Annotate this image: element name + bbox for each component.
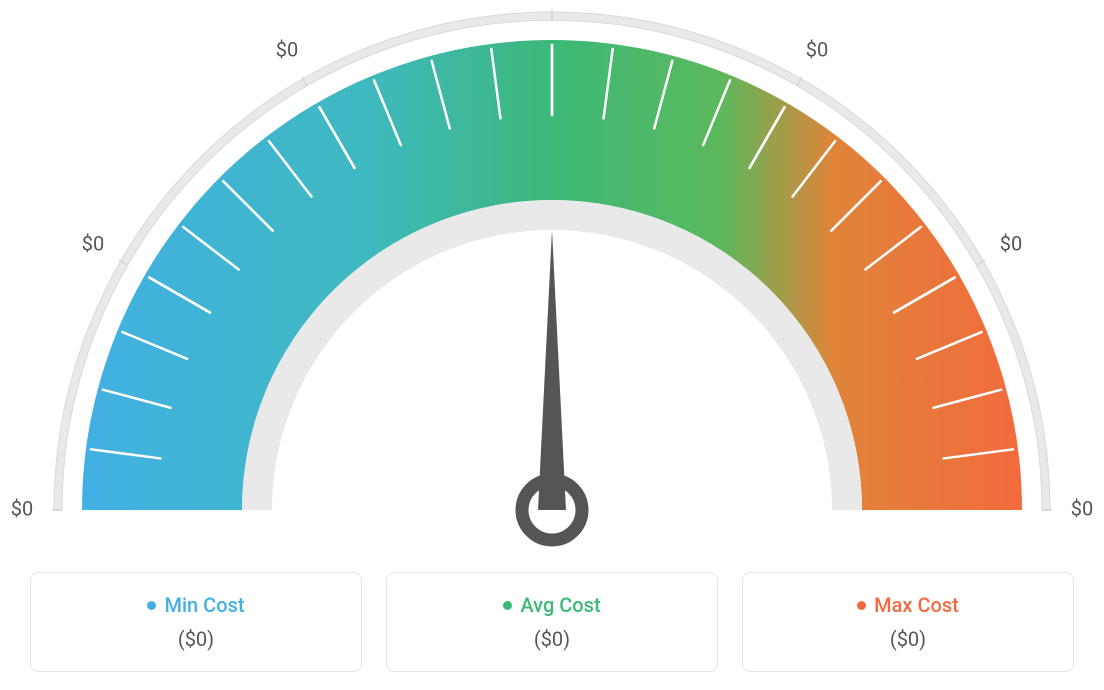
svg-text:$0: $0: [276, 37, 298, 61]
svg-text:$0: $0: [11, 496, 33, 520]
legend-dot-avg: [503, 601, 512, 610]
legend-label-min: Min Cost: [164, 593, 244, 617]
legend-title-avg: Avg Cost: [503, 593, 600, 617]
legend-dot-max: [857, 601, 866, 610]
gauge-chart: $0$0$0$0$0$0$0: [0, 0, 1104, 560]
legend-value-min: ($0): [178, 627, 214, 651]
legend-row: Min Cost ($0) Avg Cost ($0) Max Cost ($0…: [30, 572, 1074, 672]
gauge-svg: $0$0$0$0$0$0$0: [0, 10, 1104, 570]
legend-card-max: Max Cost ($0): [742, 572, 1074, 672]
gauge-cost-widget: $0$0$0$0$0$0$0 Min Cost ($0) Avg Cost ($…: [0, 0, 1104, 690]
legend-value-avg: ($0): [534, 627, 570, 651]
svg-text:$0: $0: [806, 37, 828, 61]
svg-text:$0: $0: [82, 231, 104, 255]
legend-label-avg: Avg Cost: [520, 593, 600, 617]
legend-title-max: Max Cost: [857, 593, 959, 617]
legend-card-avg: Avg Cost ($0): [386, 572, 718, 672]
legend-title-min: Min Cost: [147, 593, 244, 617]
svg-text:$0: $0: [1071, 496, 1093, 520]
legend-dot-min: [147, 601, 156, 610]
legend-label-max: Max Cost: [874, 593, 959, 617]
legend-card-min: Min Cost ($0): [30, 572, 362, 672]
svg-text:$0: $0: [1000, 231, 1022, 255]
legend-value-max: ($0): [890, 627, 926, 651]
